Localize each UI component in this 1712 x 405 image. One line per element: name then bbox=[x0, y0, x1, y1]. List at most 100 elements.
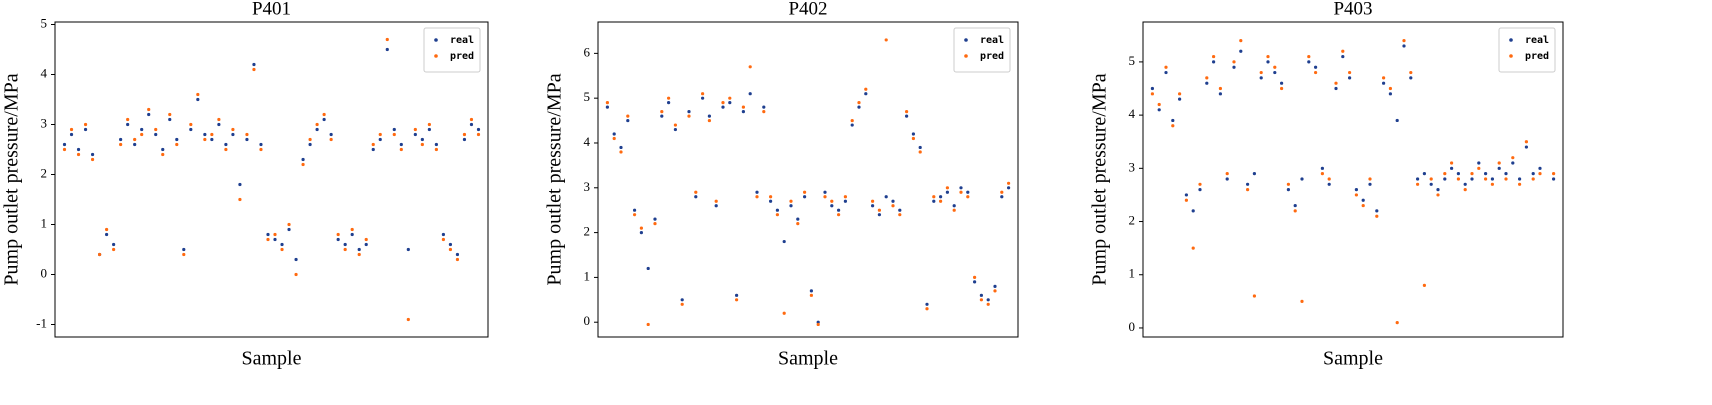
point bbox=[469, 122, 474, 127]
point bbox=[1150, 86, 1154, 91]
point bbox=[918, 150, 922, 154]
point bbox=[646, 322, 650, 327]
point bbox=[741, 105, 746, 109]
point bbox=[245, 132, 249, 137]
point bbox=[1007, 186, 1011, 190]
point bbox=[959, 186, 963, 190]
point bbox=[62, 147, 67, 152]
point bbox=[280, 247, 284, 252]
legend-marker bbox=[1509, 54, 1513, 58]
point bbox=[119, 137, 123, 142]
point bbox=[1300, 177, 1304, 181]
point bbox=[161, 147, 165, 152]
point bbox=[714, 204, 718, 208]
point bbox=[1259, 76, 1263, 80]
point bbox=[803, 190, 807, 194]
point bbox=[728, 96, 732, 100]
point bbox=[1368, 177, 1372, 181]
point bbox=[1436, 193, 1440, 197]
point bbox=[1477, 161, 1481, 165]
chart-title: P401 bbox=[252, 0, 291, 19]
point bbox=[619, 145, 623, 150]
point bbox=[1395, 321, 1399, 325]
point bbox=[979, 298, 984, 302]
point bbox=[294, 257, 298, 262]
point bbox=[406, 247, 410, 252]
point bbox=[182, 252, 186, 257]
point bbox=[653, 222, 657, 226]
point bbox=[1307, 54, 1311, 59]
point bbox=[1443, 172, 1447, 176]
point bbox=[196, 97, 200, 102]
point bbox=[612, 132, 616, 136]
point bbox=[350, 232, 354, 237]
point bbox=[639, 230, 644, 235]
y-tick-label: 2 bbox=[1129, 213, 1136, 228]
point bbox=[476, 132, 481, 137]
point bbox=[189, 127, 193, 132]
point bbox=[1191, 209, 1195, 213]
point bbox=[653, 217, 657, 221]
point bbox=[315, 122, 319, 127]
point bbox=[210, 132, 214, 137]
point bbox=[392, 127, 396, 132]
chart-title: P402 bbox=[788, 0, 827, 19]
point bbox=[1361, 198, 1365, 202]
point bbox=[1327, 182, 1331, 186]
point bbox=[925, 307, 929, 311]
point bbox=[1348, 70, 1352, 75]
point bbox=[1273, 70, 1277, 75]
point bbox=[1218, 86, 1222, 91]
point bbox=[1184, 198, 1188, 202]
point bbox=[1443, 177, 1447, 181]
point bbox=[877, 208, 882, 212]
panel: P402 Sample Pump outlet pressure/MPa 0 1 2 3 4 5… bbox=[544, 0, 1019, 370]
point bbox=[112, 242, 116, 247]
point bbox=[434, 147, 438, 152]
point bbox=[1456, 177, 1460, 181]
point bbox=[626, 118, 630, 123]
legend-label: pred bbox=[1525, 51, 1549, 62]
y-tick-label: 3 bbox=[584, 179, 591, 194]
point bbox=[789, 199, 793, 203]
point bbox=[823, 195, 827, 199]
point bbox=[1164, 70, 1168, 75]
point bbox=[1266, 60, 1270, 64]
point bbox=[1157, 102, 1161, 107]
point bbox=[877, 213, 882, 217]
legend-marker bbox=[964, 38, 968, 42]
point bbox=[626, 114, 630, 118]
point bbox=[371, 142, 375, 147]
point bbox=[660, 114, 664, 118]
point bbox=[203, 137, 207, 142]
point bbox=[1198, 188, 1202, 192]
point bbox=[1375, 214, 1379, 218]
point bbox=[911, 132, 916, 136]
point bbox=[69, 132, 74, 137]
point bbox=[154, 127, 158, 132]
y-tick-label: -1 bbox=[36, 315, 47, 330]
point bbox=[816, 322, 820, 327]
y-tick-label: 2 bbox=[584, 224, 591, 239]
panel: P403 Sample Pump outlet pressure/MPa 0 1 2 3 4 5… bbox=[1089, 0, 1564, 370]
point bbox=[224, 147, 228, 152]
chart-title: P403 bbox=[1333, 0, 1372, 19]
legend-marker bbox=[1509, 38, 1513, 42]
point bbox=[1470, 177, 1474, 181]
point bbox=[392, 132, 396, 137]
point bbox=[476, 127, 481, 132]
point bbox=[448, 247, 453, 252]
point bbox=[1490, 182, 1494, 186]
point bbox=[769, 199, 773, 203]
legend-label: real bbox=[980, 35, 1004, 46]
y-tick-label: 4 bbox=[584, 134, 591, 149]
point bbox=[455, 252, 460, 257]
point bbox=[189, 122, 193, 127]
point bbox=[322, 117, 326, 122]
point bbox=[1246, 182, 1250, 186]
point bbox=[1531, 177, 1535, 181]
point bbox=[1402, 39, 1406, 43]
legend-label: real bbox=[1525, 35, 1549, 46]
point bbox=[1171, 124, 1175, 128]
point bbox=[175, 142, 179, 147]
